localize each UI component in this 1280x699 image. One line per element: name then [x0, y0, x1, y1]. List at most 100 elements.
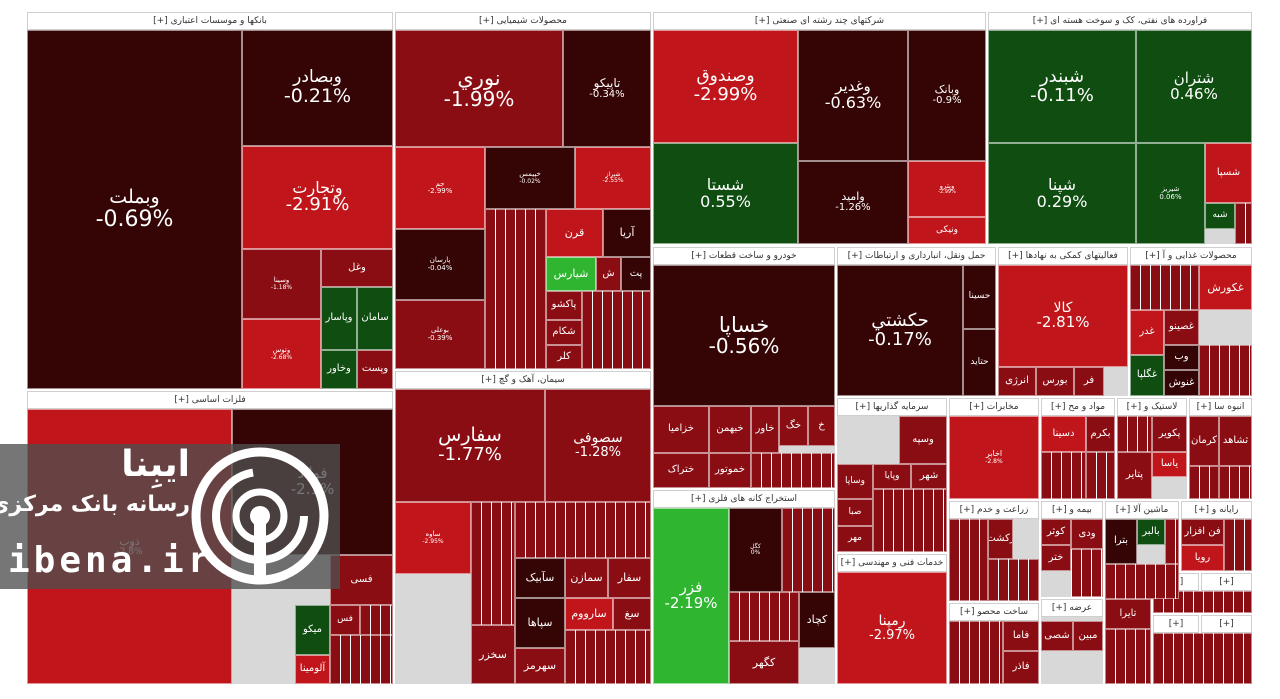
- small-tiles-mosaic[interactable]: [729, 592, 799, 641]
- stock-tile[interactable]: ش: [596, 257, 621, 291]
- small-tiles-mosaic[interactable]: [782, 508, 835, 592]
- stock-tile[interactable]: وتجارت -2.91%: [242, 146, 393, 249]
- stock-tile[interactable]: خاور: [751, 406, 779, 453]
- sector-header[interactable]: شرکتهای چند رشته ای صنعتی [+]: [653, 12, 986, 30]
- stock-tile[interactable]: یاسا: [1152, 452, 1187, 477]
- sector-header[interactable]: ساخت محصو [+]: [949, 603, 1039, 621]
- sector-header[interactable]: لاستیک و [+]: [1117, 398, 1187, 416]
- small-tiles-mosaic[interactable]: [565, 630, 651, 684]
- small-tiles-mosaic[interactable]: [1199, 345, 1252, 396]
- stock-tile[interactable]: رویا: [1181, 545, 1224, 571]
- small-tiles-mosaic[interactable]: [1153, 633, 1252, 684]
- stock-tile[interactable]: جم -2.99%: [395, 147, 485, 229]
- stock-tile[interactable]: شپنا 0.29%: [988, 143, 1136, 244]
- stock-tile[interactable]: کرمان: [1189, 416, 1219, 466]
- sector-header[interactable]: [+]: [1201, 573, 1252, 591]
- stock-tile[interactable]: کچاد: [799, 592, 835, 648]
- stock-tile[interactable]: حکشتي -0.17%: [837, 265, 963, 396]
- stock-tile[interactable]: بورس: [1036, 367, 1074, 396]
- stock-tile[interactable]: وسپه: [899, 416, 947, 464]
- sector-header[interactable]: استخراج کانه های فلزی [+]: [653, 490, 835, 508]
- stock-tile[interactable]: سپاها: [515, 598, 565, 648]
- stock-tile[interactable]: انرژی: [998, 367, 1036, 396]
- stock-tile[interactable]: شسپا: [1205, 143, 1252, 203]
- stock-tile[interactable]: شستا 0.55%: [653, 143, 798, 244]
- small-tiles-mosaic[interactable]: [1165, 519, 1179, 564]
- stock-tile[interactable]: غگلپا: [1130, 355, 1164, 396]
- sector-header[interactable]: محصولات غذایی و آ [+]: [1130, 247, 1252, 265]
- stock-tile[interactable]: وخاور: [321, 350, 357, 389]
- stock-tile[interactable]: وامید -1.26%: [798, 161, 908, 244]
- stock-tile[interactable]: پتایر: [1117, 452, 1152, 499]
- stock-tile[interactable]: شیراز -2.55%: [575, 147, 651, 209]
- sector-header[interactable]: [+]: [1153, 615, 1199, 633]
- stock-tile[interactable]: شبندر -0.11%: [988, 30, 1136, 143]
- stock-tile[interactable]: آلومینا: [295, 655, 330, 684]
- stock-tile[interactable]: سهرمز: [515, 648, 565, 684]
- stock-tile[interactable]: سصوفی -1.28%: [545, 389, 651, 502]
- small-tiles-mosaic[interactable]: [1235, 203, 1252, 244]
- stock-tile[interactable]: وساپا: [837, 464, 873, 499]
- stock-tile[interactable]: تایرا: [1105, 599, 1151, 629]
- stock-tile[interactable]: ودی: [1071, 519, 1103, 549]
- stock-tile[interactable]: بترا: [1105, 519, 1137, 564]
- sector-header[interactable]: مواد و مح [+]: [1041, 398, 1115, 416]
- small-tiles-mosaic[interactable]: [515, 502, 651, 558]
- small-tiles-mosaic[interactable]: [949, 519, 988, 601]
- stock-tile[interactable]: کگهر: [729, 641, 799, 684]
- small-tiles-mosaic[interactable]: [1086, 452, 1115, 499]
- stock-tile[interactable]: خساپا -0.56%: [653, 265, 835, 406]
- stock-tile[interactable]: مهر: [837, 526, 873, 552]
- stock-tile[interactable]: صبا: [837, 499, 873, 526]
- sector-header[interactable]: ماشین آلا [+]: [1105, 501, 1179, 519]
- sector-header[interactable]: مخابرات [+]: [949, 398, 1039, 416]
- stock-tile[interactable]: فاما: [1003, 621, 1039, 651]
- stock-tile[interactable]: آریا: [603, 209, 651, 257]
- sector-header[interactable]: سرمایه گذاریها [+]: [837, 398, 947, 416]
- sector-header[interactable]: حمل ونقل، انبارداری و ارتباطات [+]: [837, 247, 996, 265]
- stock-tile[interactable]: پت: [621, 257, 651, 291]
- stock-tile[interactable]: پارسان -0.04%: [395, 229, 485, 300]
- stock-tile[interactable]: خموتور: [709, 453, 751, 488]
- sector-header[interactable]: رایانه و [+]: [1181, 501, 1252, 519]
- stock-tile[interactable]: کگل 0%: [729, 508, 782, 592]
- stock-tile[interactable]: ساوه -2.95%: [395, 502, 471, 574]
- small-tiles-mosaic[interactable]: [1105, 564, 1179, 599]
- stock-tile[interactable]: سخزر: [471, 625, 515, 684]
- small-tiles-mosaic[interactable]: [471, 502, 515, 625]
- small-tiles-mosaic[interactable]: [988, 559, 1039, 601]
- stock-tile[interactable]: فن افزار: [1181, 519, 1224, 545]
- stock-tile[interactable]: خپیمس -0.02%: [485, 147, 575, 209]
- stock-tile[interactable]: شتران 0.46%: [1136, 30, 1252, 143]
- stock-tile[interactable]: ختر: [1041, 545, 1071, 571]
- small-tiles-mosaic[interactable]: [1117, 416, 1152, 452]
- stock-tile[interactable]: بوعلی -0.39%: [395, 300, 485, 369]
- stock-tile[interactable]: ختراک: [653, 453, 709, 488]
- stock-tile[interactable]: اخابر -2.8%: [949, 416, 1039, 499]
- stock-tile[interactable]: شهر: [911, 464, 947, 489]
- stock-tile[interactable]: زکشت: [988, 519, 1013, 559]
- stock-tile[interactable]: سفار: [608, 558, 651, 598]
- stock-tile[interactable]: تاپیکو -0.34%: [563, 30, 651, 147]
- sector-header[interactable]: خدمات فنی و مهندسی [+]: [837, 554, 947, 572]
- stock-tile[interactable]: حتاید: [963, 329, 996, 396]
- stock-tile[interactable]: شکام: [546, 320, 582, 345]
- stock-tile[interactable]: غصینو: [1164, 310, 1199, 345]
- small-tiles-mosaic[interactable]: [1105, 629, 1151, 684]
- stock-tile[interactable]: سغ: [613, 598, 651, 630]
- sector-header[interactable]: بیمه و [+]: [1041, 501, 1103, 519]
- stock-tile[interactable]: فس: [330, 605, 360, 635]
- stock-tile[interactable]: فاذر: [1003, 651, 1039, 684]
- stock-tile[interactable]: نوري -1.99%: [395, 30, 563, 147]
- stock-tile[interactable]: میکو: [295, 605, 330, 655]
- stock-tile[interactable]: وپترو -2.99%: [908, 161, 986, 217]
- stock-tile[interactable]: مبین: [1073, 621, 1103, 651]
- small-tiles-mosaic[interactable]: [873, 489, 947, 552]
- small-tiles-mosaic[interactable]: [1189, 466, 1219, 499]
- stock-tile[interactable]: وپایا: [873, 464, 911, 489]
- small-tiles-mosaic[interactable]: [751, 453, 835, 488]
- stock-tile[interactable]: سارووم: [565, 598, 613, 630]
- stock-tile[interactable]: وتوس -2.68%: [242, 319, 321, 389]
- stock-tile[interactable]: شبه: [1205, 203, 1235, 229]
- stock-tile[interactable]: غکورش: [1199, 265, 1252, 310]
